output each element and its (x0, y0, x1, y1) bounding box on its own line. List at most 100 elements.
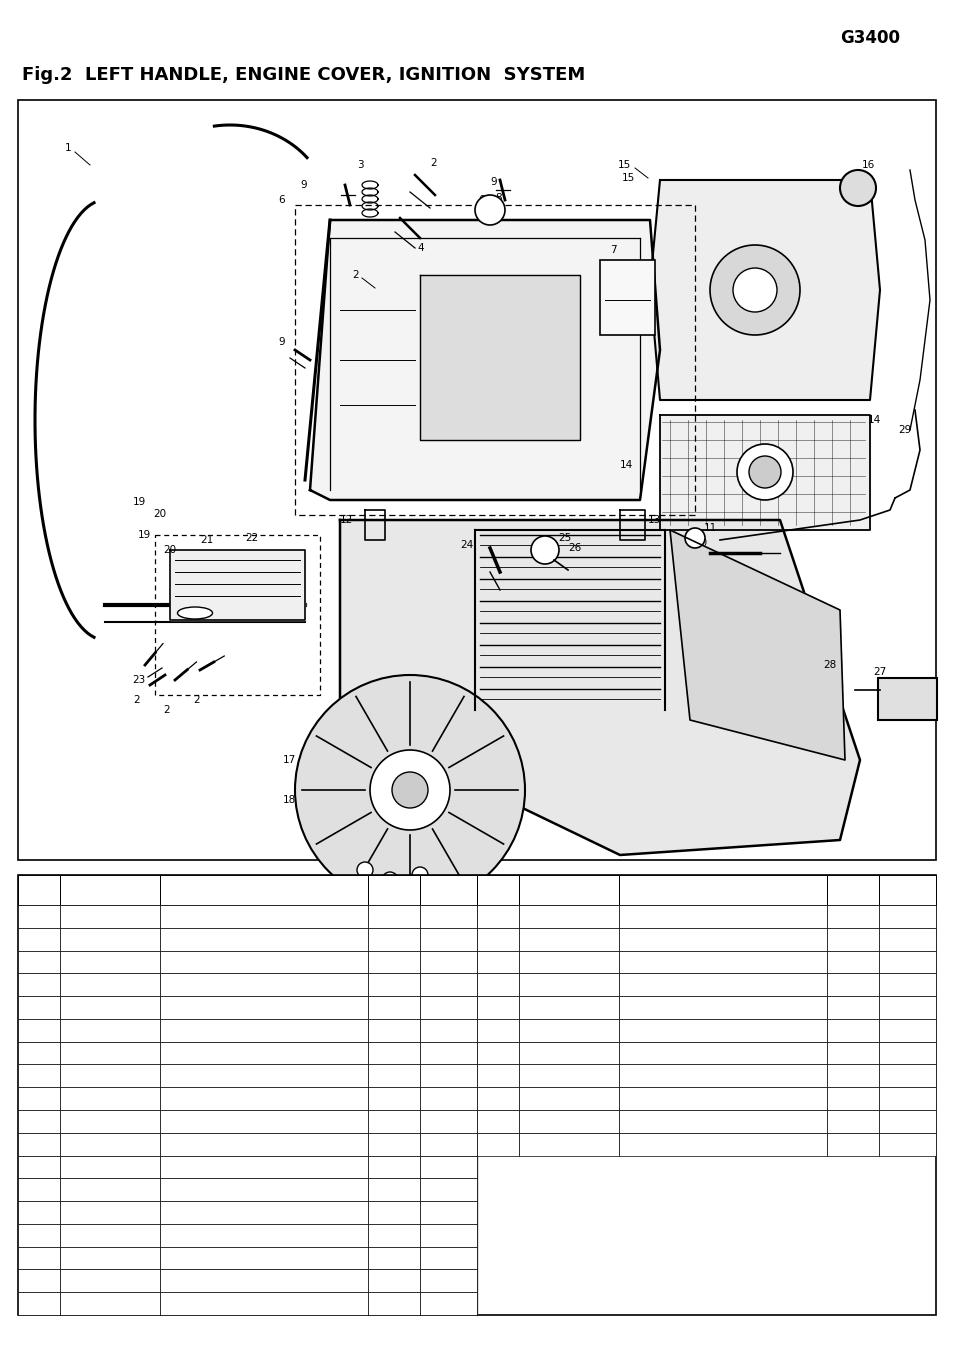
Bar (518, 1065, 618, 1088)
Bar (419, 905, 476, 928)
Bar (160, 1178, 368, 1201)
Bar (419, 1224, 476, 1247)
Bar (518, 1088, 618, 1111)
Bar (60, 1019, 160, 1042)
Text: 16: 16 (862, 159, 874, 170)
Bar (160, 1224, 368, 1247)
Text: 27: 27 (872, 667, 885, 677)
Text: T2100-74210: T2100-74210 (532, 1139, 604, 1150)
Text: /UNIT: /UNIT (836, 892, 868, 901)
Text: Cover comp.: Cover comp. (165, 1025, 234, 1035)
Text: Left handle: Left handle (165, 912, 226, 921)
Bar (826, 905, 878, 928)
Bar (18, 1019, 60, 1042)
Text: 1: 1 (390, 1185, 397, 1194)
Bar (18, 1088, 60, 1111)
Text: Rotor comp.: Rotor comp. (165, 1275, 232, 1286)
Bar (18, 875, 935, 1315)
Bar (476, 1132, 518, 1155)
Bar (160, 996, 368, 1019)
Polygon shape (170, 550, 305, 620)
Text: 10: 10 (42, 1116, 56, 1127)
Bar (419, 875, 476, 905)
Text: 14: 14 (42, 1208, 56, 1217)
Text: 21: 21 (500, 957, 515, 967)
Text: 20: 20 (163, 544, 176, 555)
Text: 1650-43230: 1650-43230 (77, 1298, 143, 1309)
Bar (419, 973, 476, 996)
Text: 6: 6 (277, 195, 284, 205)
Bar (518, 1111, 618, 1132)
Text: 9: 9 (277, 336, 284, 347)
Bar (60, 1132, 160, 1155)
Bar (160, 1088, 368, 1111)
Bar (368, 905, 419, 928)
Text: 20: 20 (500, 934, 515, 944)
Bar (826, 996, 878, 1019)
Text: 8488251911: 8488251911 (75, 1093, 144, 1104)
Bar (826, 1132, 878, 1155)
Text: • Cap: • Cap (165, 1048, 196, 1058)
Text: 2616-71320: 2616-71320 (536, 957, 601, 967)
Text: 9: 9 (490, 177, 497, 186)
Bar (518, 996, 618, 1019)
Bar (18, 1292, 60, 1315)
Bar (476, 905, 518, 928)
Text: Spring,rear: Spring,rear (165, 957, 226, 967)
Bar (60, 1292, 160, 1315)
Text: 2670-55410: 2670-55410 (536, 1002, 601, 1012)
Text: 1: 1 (390, 1162, 397, 1171)
Bar (160, 905, 368, 928)
Bar (160, 928, 368, 951)
Bar (878, 951, 935, 973)
Bar (18, 1247, 60, 1270)
Text: 12: 12 (42, 1162, 56, 1171)
Polygon shape (649, 180, 879, 400)
Bar (368, 1111, 419, 1132)
Polygon shape (310, 220, 659, 500)
Text: 26: 26 (567, 543, 580, 553)
Text: 1: 1 (849, 1139, 856, 1150)
Text: 7: 7 (49, 1048, 56, 1058)
Text: 2850-74102: 2850-74102 (536, 1093, 601, 1104)
Text: 1: 1 (849, 912, 856, 921)
Ellipse shape (177, 607, 213, 619)
Bar (476, 1111, 518, 1132)
Bar (368, 875, 419, 905)
Bar (826, 928, 878, 951)
Bar (368, 1065, 419, 1088)
Text: 1: 1 (390, 1139, 397, 1150)
Bar (160, 1019, 368, 1042)
Text: 1: 1 (390, 1048, 397, 1058)
Bar (419, 1178, 476, 1201)
Bar (476, 1019, 518, 1042)
Text: 23: 23 (500, 1002, 515, 1012)
Bar (160, 1111, 368, 1132)
Text: Screw: Screw (165, 979, 197, 990)
Bar (518, 905, 618, 928)
Text: 27: 27 (500, 1093, 515, 1104)
Text: 1: 1 (390, 1071, 397, 1081)
Text: 5500-72130: 5500-72130 (536, 979, 601, 990)
Bar (878, 1132, 935, 1155)
Bar (826, 1088, 878, 1111)
Text: 4: 4 (416, 243, 423, 253)
Bar (419, 1247, 476, 1270)
Bar (368, 1178, 419, 1201)
Text: 2: 2 (163, 705, 170, 715)
Bar (368, 1019, 419, 1042)
Bar (878, 1042, 935, 1065)
Text: 1: 1 (65, 143, 71, 153)
Bar (368, 973, 419, 996)
Text: 4: 4 (390, 934, 397, 944)
Bar (18, 1178, 60, 1201)
Text: 16: 16 (42, 1254, 56, 1263)
Text: 2856-31120: 2856-31120 (77, 1048, 143, 1058)
Circle shape (684, 528, 704, 549)
Bar (60, 1111, 160, 1132)
Text: 18: 18 (42, 1298, 56, 1309)
Text: 10: 10 (695, 538, 707, 549)
Bar (476, 973, 518, 996)
Bar (18, 973, 60, 996)
Bar (60, 1155, 160, 1178)
